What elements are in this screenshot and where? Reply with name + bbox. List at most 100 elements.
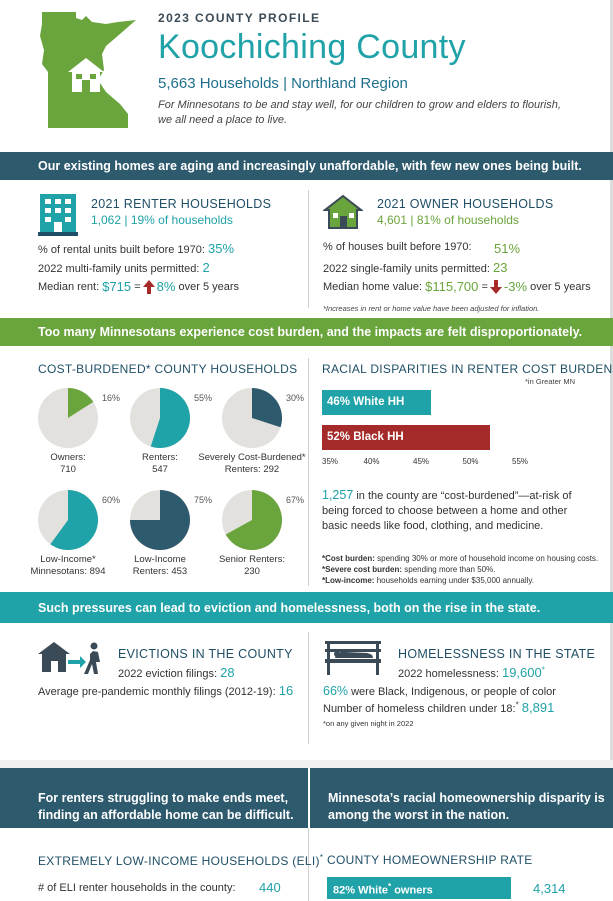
- bench-icon: [325, 641, 381, 675]
- pie-slice: [252, 388, 282, 428]
- homeless-footnote: *on any given night in 2022: [323, 719, 414, 728]
- owner-line3-suffix: over 5 years: [530, 280, 591, 293]
- disparity-note: *in Greater MN: [525, 377, 576, 386]
- pie-chart: [222, 490, 282, 550]
- pie-percent-label: 60%: [102, 495, 121, 505]
- pie-label-line2: Renters: 292: [224, 464, 280, 475]
- renter-line2: 2022 multi-family units permitted: 2: [38, 260, 210, 275]
- homeless-line2-text: were Black, Indigenous, or people of col…: [351, 686, 556, 698]
- up-arrow-icon: [142, 279, 155, 294]
- owner-line1: % of houses built before 1970: 51%: [323, 241, 583, 256]
- pie-percent-label: 16%: [102, 393, 121, 403]
- burden-stat-value: 1,257: [322, 488, 354, 502]
- footnote-low-income-text: households earning under $35,000 annuall…: [376, 576, 534, 585]
- banner-aging-homes: Our existing homes are aging and increas…: [0, 152, 613, 180]
- pie-percent-label: 67%: [286, 495, 305, 505]
- white-ownership-bar: 82% White* owners: [327, 877, 511, 899]
- renter-line3-change: 8%: [156, 279, 176, 294]
- pie-category-label: Severely Cost-Burdened* Renters: 292: [197, 452, 307, 476]
- apartment-building-icon: [38, 194, 78, 236]
- box-divider: [308, 768, 310, 828]
- owner-line3-eq: =: [481, 280, 488, 293]
- pie-label-line2: Renters: 453: [132, 566, 188, 577]
- renter-line2-value: 2: [202, 260, 210, 275]
- owner-line1-value: 51%: [494, 241, 521, 256]
- disparity-tick-label: 55%: [512, 457, 529, 466]
- county-subtitle: 5,663 Households | Northland Region: [158, 75, 408, 92]
- pie-slice: [150, 388, 190, 448]
- eli-heading: EXTREMELY LOW-INCOME HOUSEHOLDS (ELI)*: [38, 853, 323, 868]
- renter-line3-eq: =: [134, 280, 141, 293]
- evictions-heading: EVICTIONS IN THE COUNTY: [118, 647, 293, 661]
- renter-line3-value: $715: [102, 279, 132, 294]
- disparity-tick-label: 50%: [462, 457, 479, 466]
- footnote-cost-burden-text: spending 30% or more of household income…: [377, 554, 599, 563]
- pie-percent-label: 30%: [286, 393, 305, 403]
- footnote-severe-text: spending more than 50%.: [404, 565, 496, 574]
- footnote-severe-term: *Severe cost burden:: [322, 565, 403, 574]
- renter-line1-label: % of rental units built before 1970:: [38, 244, 205, 256]
- pie-category-label: Senior Renters: 230: [197, 554, 307, 578]
- eli-heading-sup: *: [319, 853, 324, 862]
- pie-label-line2: 547: [152, 464, 168, 475]
- renter-heading: 2021 RENTER HOUSEHOLDS: [91, 197, 272, 211]
- white-ownership-label: 82% White: [333, 884, 389, 897]
- disparity-tick-label: 40%: [363, 457, 380, 466]
- homeless-line3-sup: *: [515, 700, 519, 710]
- owner-line3: Median home value: $115,700 = -3% over 5…: [323, 279, 591, 294]
- renter-count: 1,062: [91, 213, 122, 227]
- pie-label-line1: Low-Income: [134, 554, 186, 565]
- pie-slice: [68, 388, 94, 418]
- pie-label-line1: Severely Cost-Burdened*: [198, 452, 306, 463]
- renter-line1-value: 35%: [208, 241, 235, 256]
- pie-slice: [130, 490, 190, 550]
- renter-count-line: 1,062 | 19% of households: [91, 213, 233, 227]
- owner-count: 4,601: [377, 213, 408, 227]
- house-icon: [323, 194, 363, 229]
- renter-struggle-box: For renters struggling to make ends meet…: [0, 768, 308, 828]
- section-divider: [308, 828, 309, 901]
- disparity-box: Minnesota’s racial homeownership dispari…: [310, 768, 613, 828]
- pie-percent-label: 55%: [194, 393, 213, 403]
- pie-chart: [38, 388, 98, 448]
- renter-share: 19% of households: [130, 213, 233, 227]
- pie-category-label: Owners: 710: [13, 452, 123, 476]
- minnesota-map-icon: [40, 12, 136, 128]
- pie-slice: [225, 490, 282, 550]
- burden-stat: 1,257 in the county are “cost-burdened”—…: [322, 488, 592, 534]
- pie-category-label: Low-Income Renters: 453: [105, 554, 215, 578]
- owner-line3-label: Median home value:: [323, 280, 423, 293]
- eli-heading-text: EXTREMELY LOW-INCOME HOUSEHOLDS (ELI): [38, 854, 320, 868]
- pie-slice: [50, 490, 98, 550]
- banner-eviction: Such pressures can lead to eviction and …: [0, 592, 613, 623]
- renter-line1: % of rental units built before 1970: 35%: [38, 241, 234, 256]
- homeownership-value: 4,314: [533, 881, 566, 896]
- burden-footnotes: *Cost burden: spending 30% or more of ho…: [322, 553, 612, 586]
- renter-line3-suffix: over 5 years: [178, 280, 240, 293]
- owner-line2-value: 23: [492, 260, 508, 275]
- disparity-tick-label: 45%: [413, 457, 430, 466]
- burden-heading: COST-BURDENED* COUNTY HOUSEHOLDS: [38, 362, 298, 376]
- white-ownership-suffix: owners: [394, 884, 433, 897]
- pie-chart: [130, 490, 190, 550]
- footnote-severe: *Severe cost burden: spending more than …: [322, 564, 612, 575]
- footnote-low-income: *Low-income: households earning under $3…: [322, 575, 612, 586]
- pie-label-line2: 710: [60, 464, 76, 475]
- owner-line1-label: % of houses built before 1970:: [323, 241, 472, 253]
- tagline: For Minnesotans to be and stay well, for…: [158, 99, 561, 126]
- renter-line3: Median rent: $715 = 8% over 5 years: [38, 279, 239, 294]
- evictions-line1: 2022 eviction filings: 28: [118, 665, 235, 680]
- section-divider: [308, 632, 309, 744]
- page-edge: [610, 0, 613, 760]
- page-gap: [0, 760, 613, 768]
- county-title: Koochiching County: [158, 28, 466, 66]
- inflation-footnote: *Increases in rent or home value have be…: [323, 304, 540, 313]
- evictions-line1-value: 28: [220, 665, 235, 680]
- footnote-cost-burden: *Cost burden: spending 30% or more of ho…: [322, 553, 612, 564]
- eviction-icon: [38, 642, 100, 674]
- pie-label-line2: Minnesotans: 894: [30, 566, 106, 577]
- owner-share: 81% of households: [416, 213, 519, 227]
- homeless-line3: Number of homeless children under 18:* 8…: [323, 700, 554, 715]
- section-divider: [308, 358, 309, 586]
